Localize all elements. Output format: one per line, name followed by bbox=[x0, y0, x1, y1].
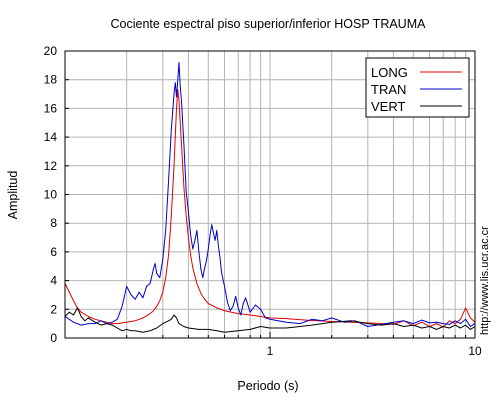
x-tick-label: 10 bbox=[468, 344, 482, 358]
series-line-vert bbox=[64, 307, 476, 333]
series-lines bbox=[64, 62, 476, 333]
y-tick-label: 12 bbox=[44, 159, 58, 173]
chart-title: Cociente espectral piso superior/inferio… bbox=[111, 17, 427, 31]
legend: LONG TRAN VERT bbox=[365, 57, 470, 118]
y-tick-label: 6 bbox=[50, 245, 57, 259]
y-tick-label: 8 bbox=[50, 216, 57, 230]
y-tick-label: 14 bbox=[44, 130, 58, 144]
series-line-long bbox=[64, 89, 476, 328]
x-tick-label: 1 bbox=[267, 344, 274, 358]
y-tick-label: 18 bbox=[44, 73, 58, 87]
y-tick-label: 2 bbox=[50, 302, 57, 316]
legend-label-long: LONG bbox=[371, 65, 408, 80]
x-axis-label: Periodo (s) bbox=[237, 379, 298, 393]
series-line-tran bbox=[64, 62, 476, 327]
legend-label-tran: TRAN bbox=[371, 82, 406, 97]
axis-ticks: 0 2 4 6 8 10 12 14 16 18 20 1 10 bbox=[44, 44, 482, 358]
y-tick-label: 4 bbox=[50, 274, 57, 288]
credit-url: http://www.lis.ucr.ac.cr bbox=[479, 226, 491, 335]
y-tick-label: 0 bbox=[50, 331, 57, 345]
y-tick-label: 10 bbox=[44, 188, 58, 202]
y-tick-label: 20 bbox=[44, 44, 58, 58]
grid bbox=[65, 51, 475, 338]
y-axis-label: Amplitud bbox=[6, 171, 20, 220]
y-tick-label: 16 bbox=[44, 101, 58, 115]
legend-box bbox=[365, 57, 470, 118]
legend-label-vert: VERT bbox=[371, 99, 405, 114]
